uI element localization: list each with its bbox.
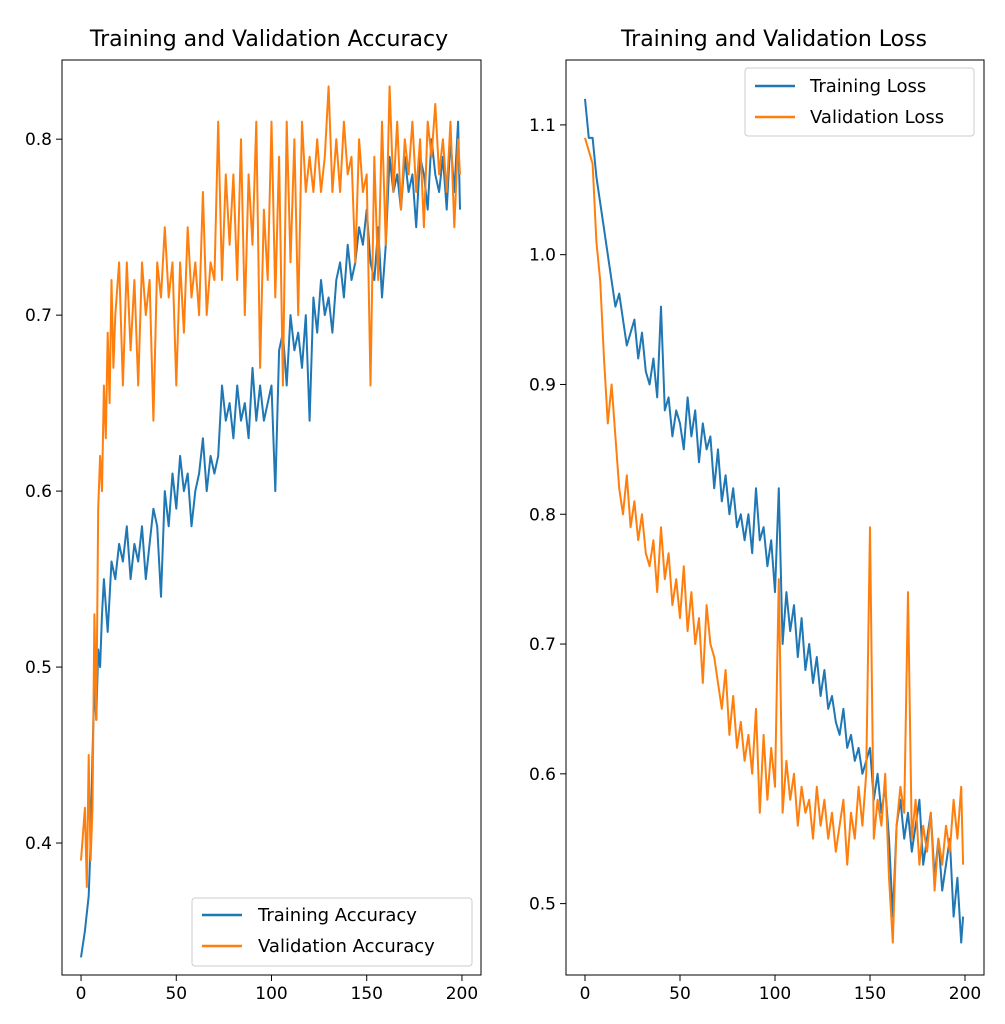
accuracy-y-tick-label: 0.4 [25,834,52,854]
loss-y-tick-label: 0.5 [529,895,556,915]
accuracy-x-tick-label: 200 [446,984,478,1004]
legend-training-loss-label: Training Loss [809,76,926,97]
series-validation-loss-line [584,137,965,944]
loss-chart: Training and Validation Loss 0 50 100 150 20… [529,27,985,1004]
loss-y-tick-label: 0.8 [529,505,556,525]
accuracy-y-tick-label: 0.6 [25,482,52,502]
accuracy-chart-title: Training and Validation Accuracy [89,27,448,52]
loss-legend: Training Loss Validation Loss [744,67,975,137]
accuracy-x-tick-label: 50 [165,984,187,1004]
loss-y-tick-label: 0.9 [529,375,556,395]
loss-x-tick-label: 200 [949,984,981,1004]
legend-validation-loss-label: Validation Loss [810,107,944,128]
accuracy-chart: Training and Validation Accuracy 0 50 100 1… [25,27,482,1004]
accuracy-y-tick-label: 0.5 [25,658,52,678]
accuracy-legend-box [191,897,473,967]
legend-validation-accuracy-label: Validation Accuracy [258,936,435,957]
accuracy-x-tick-label: 100 [255,984,287,1004]
accuracy-ticks: 0 50 100 150 200 0.4 0.5 0.6 0.7 0.8 [25,130,478,1004]
accuracy-x-tick-label: 150 [351,984,383,1004]
loss-x-tick-label: 150 [854,984,886,1004]
series-training-accuracy-line [80,120,461,958]
loss-x-tick-label: 0 [580,984,591,1004]
loss-y-tick-label: 1.0 [529,246,556,266]
loss-ticks: 0 50 100 150 200 0.5 0.6 0.7 0.8 0.9 1.0 1.1 [529,116,981,1004]
series-validation-accuracy-line [80,85,461,888]
loss-x-tick-label: 100 [759,984,791,1004]
loss-y-tick-label: 0.6 [529,765,556,785]
series-training-loss-line [584,98,965,944]
loss-legend-box [744,67,975,137]
accuracy-plot-area [80,85,461,958]
legend-training-accuracy-label: Training Accuracy [257,905,417,926]
accuracy-y-tick-label: 0.7 [25,306,52,326]
accuracy-y-tick-label: 0.8 [25,130,52,150]
loss-x-tick-label: 50 [669,984,691,1004]
loss-chart-title: Training and Validation Loss [620,27,927,52]
loss-y-tick-label: 0.7 [529,635,556,655]
accuracy-x-tick-label: 0 [76,984,87,1004]
loss-y-tick-label: 1.1 [529,116,556,136]
accuracy-legend: Training Accuracy Validation Accuracy [191,897,473,967]
loss-plot-area [584,98,965,944]
